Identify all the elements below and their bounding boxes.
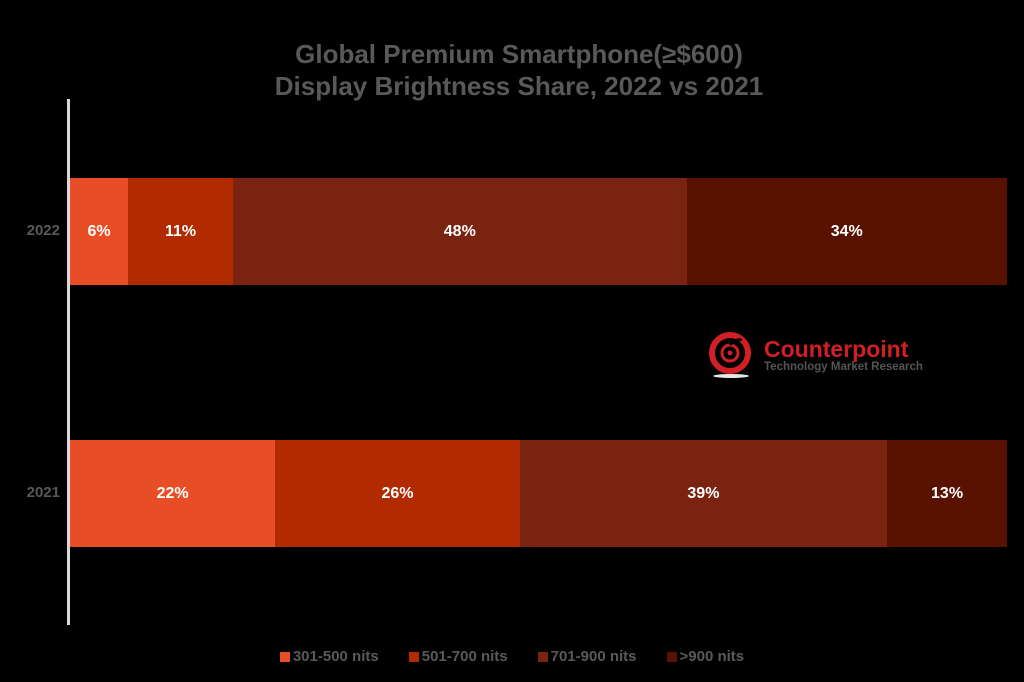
bar-segment-2021-501-700: 26% [275,440,520,547]
legend-label: 301-500 nits [292,648,379,665]
legend-label: 701-900 nits [550,648,637,665]
bar-segment-2022-over-900: 34% [686,178,1007,285]
bar-segment-2021-over-900: 13% [887,440,1007,547]
category-label-2022: 2022 [26,222,60,239]
watermark-name: Counterpoint [764,335,909,362]
category-axis-line [67,99,70,625]
chart-title: Global Premium Smartphone(≥$600) Display… [0,38,1024,102]
legend-item-over-900: >900 nits [666,648,745,665]
legend-swatch [279,651,290,662]
watermark-tagline: Technology Market Research [764,360,923,373]
bar-2022: 6% 11% 48% 34% [70,178,1007,285]
chart-title-line-2: Display Brightness Share, 2022 vs 2021 [274,71,764,101]
legend-swatch [537,651,548,662]
bar-segment-2021-301-500: 22% [70,440,276,547]
legend-swatch [408,651,419,662]
legend: 301-500 nits 501-700 nits 701-900 nits >… [0,648,1024,665]
legend-item-301-500: 301-500 nits [279,648,379,665]
data-label: 11% [164,222,197,240]
chart-title-line-1: Global Premium Smartphone(≥$600) [295,39,743,69]
legend-item-501-700: 501-700 nits [408,648,508,665]
legend-label: 501-700 nits [421,648,508,665]
counterpoint-logo-icon [709,332,751,378]
data-label: 13% [931,484,964,502]
bar-segment-2021-701-900: 39% [519,440,888,547]
category-label-2021: 2021 [26,484,60,501]
bar-segment-2022-701-900: 48% [233,178,687,285]
data-label: 6% [87,222,111,240]
legend-swatch [666,651,677,662]
data-label: 34% [830,222,863,240]
bar-segment-2022-301-500: 6% [70,178,129,285]
data-label: 39% [687,484,720,502]
data-label: 26% [381,484,414,502]
legend-item-701-900: 701-900 nits [537,648,637,665]
bar-2021: 22% 26% 39% 13% [70,440,1007,547]
data-label: 22% [156,484,189,502]
bar-segment-2022-501-700: 11% [128,178,234,285]
data-label: 48% [443,222,476,240]
counterpoint-watermark: Counterpoint Technology Market Research [706,330,923,380]
legend-label: >900 nits [679,648,745,665]
